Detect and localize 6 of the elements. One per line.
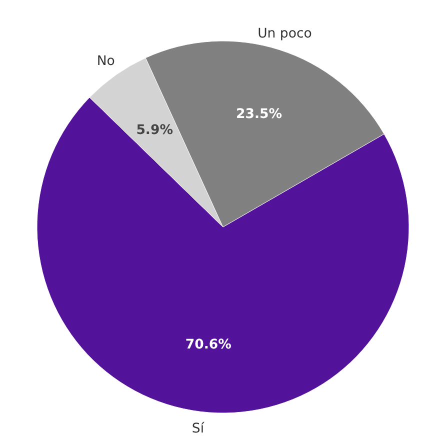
- data-label: 70.6%: [185, 338, 232, 353]
- slice-label: No: [96, 54, 115, 69]
- slice-label: Sí: [192, 421, 206, 436]
- slice-label: Un poco: [258, 26, 312, 42]
- data-label: 23.5%: [236, 106, 282, 122]
- data-label: 5.9%: [136, 122, 173, 138]
